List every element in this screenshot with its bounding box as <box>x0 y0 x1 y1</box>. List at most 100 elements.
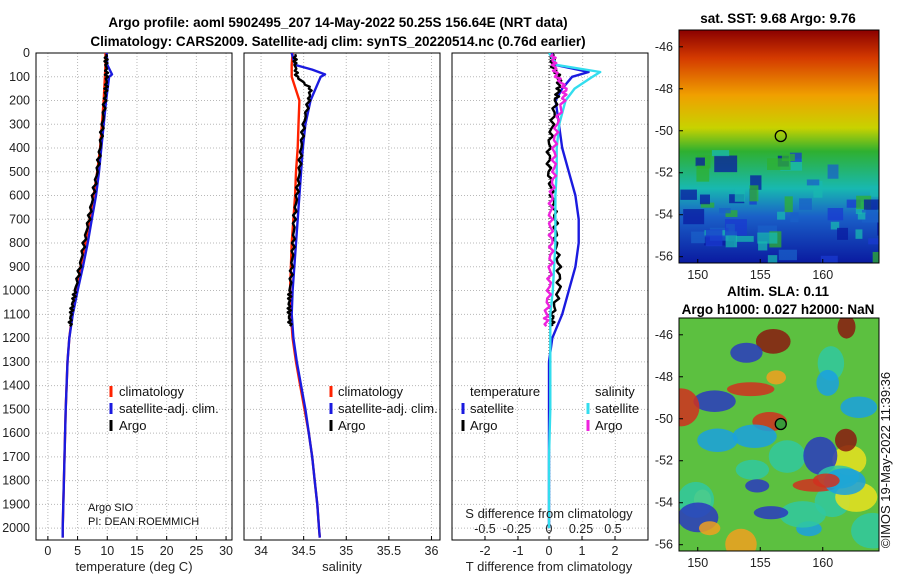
sla-eddy <box>725 528 757 551</box>
sla-eddy <box>779 501 827 528</box>
s-difference-axis-labels: -0.5 -0.25 0 0.25 0.5 <box>474 522 622 536</box>
legend-label-t-argo: Argo <box>470 418 497 433</box>
sst-patch <box>700 202 715 208</box>
sst-patch <box>695 157 705 167</box>
sst-field <box>679 30 879 263</box>
sst-field-patches <box>680 150 879 263</box>
figure-title-line2: Climatology: CARS2009. Satellite-adj cli… <box>90 34 585 49</box>
sst-patch <box>705 229 723 247</box>
sst-patch <box>725 231 738 248</box>
x-tick-label: 5 <box>74 544 81 558</box>
salinity-grid <box>244 52 440 540</box>
sst-map-image <box>679 30 879 263</box>
map-lat-label: -50 <box>655 412 673 426</box>
sla-map-image <box>679 318 879 551</box>
x-tick-label: 30 <box>219 544 233 558</box>
depth-tick-label: 1500 <box>2 402 30 416</box>
imos-watermark: ©IMOS 19-May-2022 11:39:36 <box>878 372 893 548</box>
x-tick-label: 15 <box>130 544 144 558</box>
sla-eddy <box>803 436 838 475</box>
sla-eddy <box>816 369 839 396</box>
legend-title-salinity: salinity <box>595 384 635 399</box>
depth-tick-label: 0 <box>23 46 30 60</box>
map-lat-label: -48 <box>655 370 673 384</box>
salinity-panel: 34 34.5 35 35.5 36 salinity climatology sate… <box>243 52 441 574</box>
sst-patch <box>827 164 839 179</box>
figure-title-line1: Argo profile: aoml 5902495_207 14-May-20… <box>108 15 567 30</box>
difference-grid <box>452 52 648 540</box>
x-tick-label: 0 <box>546 544 553 558</box>
s-difference-label: S difference from climatology <box>465 506 633 521</box>
sst-map-axis-labels: 150 155 160 -46 -48 -50 -52 -54 -56 <box>655 40 833 282</box>
sst-patch <box>777 211 786 220</box>
sla-eddy <box>755 328 791 354</box>
sla-eddy <box>840 396 878 418</box>
sst-patch <box>683 209 705 225</box>
difference-axis-labels: -2 -1 0 1 2 <box>479 536 619 558</box>
temperature-axis-labels: 0 5 10 15 20 25 30 <box>44 536 233 558</box>
sla-eddy <box>730 342 763 363</box>
map-lat-label: -46 <box>655 328 673 342</box>
sla-eddy <box>835 428 857 452</box>
x-tick-label: 10 <box>100 544 114 558</box>
sla-eddy <box>735 459 770 480</box>
sst-patch <box>724 219 747 236</box>
depth-tick-label: 700 <box>9 212 30 226</box>
sst-patch <box>861 209 879 223</box>
sst-patch <box>855 229 863 239</box>
salinity-axes-frame <box>243 52 441 541</box>
sst-patch <box>735 235 754 242</box>
sla-eddy <box>753 506 789 520</box>
argo-location-marker <box>774 129 787 143</box>
argo-location-marker <box>774 417 787 431</box>
x-tick-label: 20 <box>160 544 174 558</box>
series-line-climatology <box>61 53 107 538</box>
depth-tick-label: 200 <box>9 94 30 108</box>
difference-panel: -2 -1 0 1 2 -0.5 -0.25 0 0.25 0.5 S difference f… <box>451 52 649 574</box>
depth-tick-label: 1000 <box>2 284 30 298</box>
sla-eddy <box>693 390 736 412</box>
sst-patch <box>719 208 731 214</box>
sla-map-frame <box>678 317 880 552</box>
sla-field-patches <box>679 318 879 551</box>
sst-patch <box>877 222 879 236</box>
legend-label-s-satellite: satellite <box>595 401 639 416</box>
sst-patch <box>699 194 710 205</box>
depth-tick-label: 1700 <box>2 450 30 464</box>
sst-patch <box>750 175 762 190</box>
map-lat-label: -54 <box>655 496 673 510</box>
s-diff-tick-label: -0.25 <box>503 522 532 536</box>
sst-patch <box>789 152 802 162</box>
sst-patch <box>813 180 823 198</box>
legend-label-satellite: satellite-adj. clim. <box>119 401 219 416</box>
depth-tick-label: 600 <box>9 189 30 203</box>
temperature-axes-frame <box>35 52 233 541</box>
t-difference-xlabel: T difference from climatology <box>466 559 633 574</box>
sla-eddy <box>766 370 787 385</box>
sst-patch <box>758 241 768 251</box>
map-lat-label: -52 <box>655 166 673 180</box>
sst-patch <box>790 212 799 223</box>
annotation-argo-sio: Argo SIO <box>88 502 134 514</box>
sla-eddy <box>697 428 738 452</box>
sst-patch <box>714 155 738 173</box>
sst-patch <box>863 199 879 210</box>
x-tick-label: -2 <box>479 544 490 558</box>
annotation-pi: PI: DEAN ROEMMICH <box>88 516 199 528</box>
temperature-panel: 0100200300400500600700800900100011001200… <box>2 46 233 574</box>
sst-map-frame <box>678 29 880 264</box>
sst-patch <box>799 198 812 210</box>
temperature-legend: climatology satellite-adj. clim. Argo <box>109 384 219 433</box>
sla-eddy <box>851 512 879 549</box>
depth-tick-label: 900 <box>9 260 30 274</box>
sla-eddy <box>698 521 721 536</box>
sla-eddy <box>726 382 775 397</box>
x-tick-label: 35 <box>339 544 353 558</box>
series-line-s-argo <box>542 53 568 328</box>
legend-label-climatology: climatology <box>338 384 404 399</box>
sla-map-title-line2: Argo h1000: 0.027 h2000: NaN <box>682 302 875 317</box>
sst-patch <box>680 189 697 200</box>
temperature-grid <box>36 52 232 540</box>
sst-patch <box>781 153 795 162</box>
